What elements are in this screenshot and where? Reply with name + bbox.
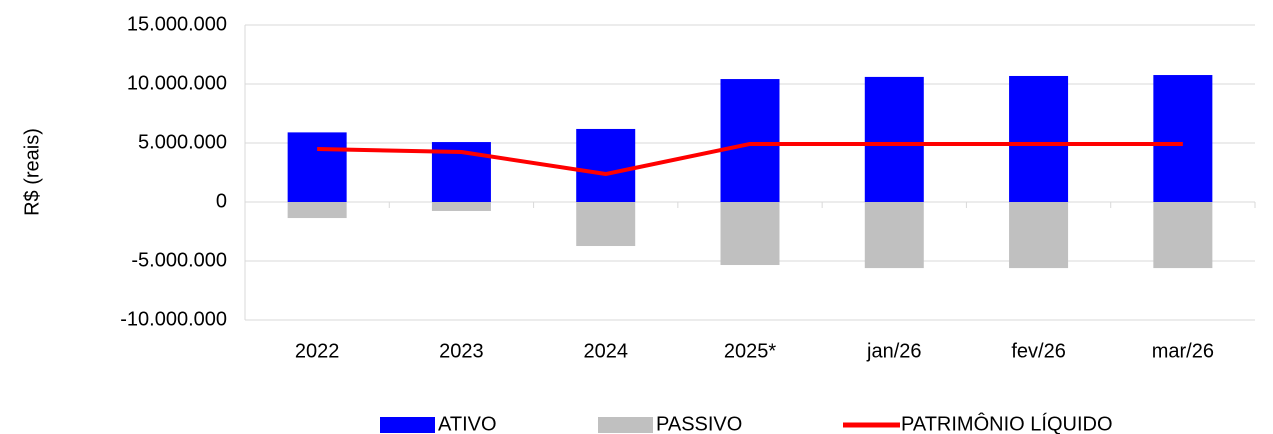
y-tick-label: 5.000.000 <box>138 131 227 153</box>
legend-swatch <box>380 417 435 433</box>
x-tick-label: 2022 <box>295 340 340 362</box>
bar <box>720 202 780 266</box>
bar <box>1153 202 1213 269</box>
x-tick-label: 2025* <box>724 340 776 362</box>
y-tick-label: -10.000.000 <box>120 308 227 330</box>
x-tick-label: mar/26 <box>1152 340 1214 362</box>
legend-label: PASSIVO <box>656 413 742 434</box>
bar <box>287 132 347 202</box>
x-tick-label: fev/26 <box>1011 340 1065 362</box>
legend-swatch <box>598 417 653 433</box>
bar <box>576 128 636 202</box>
legend-label: ATIVO <box>438 413 497 434</box>
bar <box>431 202 491 211</box>
y-axis-label: R$ (reais) <box>21 128 43 216</box>
bar <box>864 202 924 269</box>
bar <box>576 202 636 247</box>
bar <box>1009 75 1069 202</box>
bar <box>1009 202 1069 269</box>
legend-label: PATRIMÔNIO LÍQUIDO <box>901 412 1113 434</box>
y-tick-label: 10.000.000 <box>127 72 227 94</box>
bar <box>864 76 924 202</box>
line <box>317 141 1183 177</box>
y-tick-label: 15.000.000 <box>127 13 227 35</box>
x-tick-label: 2024 <box>583 340 628 362</box>
y-tick-label: -5.000.000 <box>131 249 227 271</box>
x-tick-label: jan/26 <box>866 340 922 362</box>
x-tick-label: 2023 <box>439 340 484 362</box>
bar <box>720 79 780 202</box>
bar <box>287 202 347 219</box>
y-tick-label: 0 <box>216 190 227 212</box>
bar <box>1153 75 1213 202</box>
